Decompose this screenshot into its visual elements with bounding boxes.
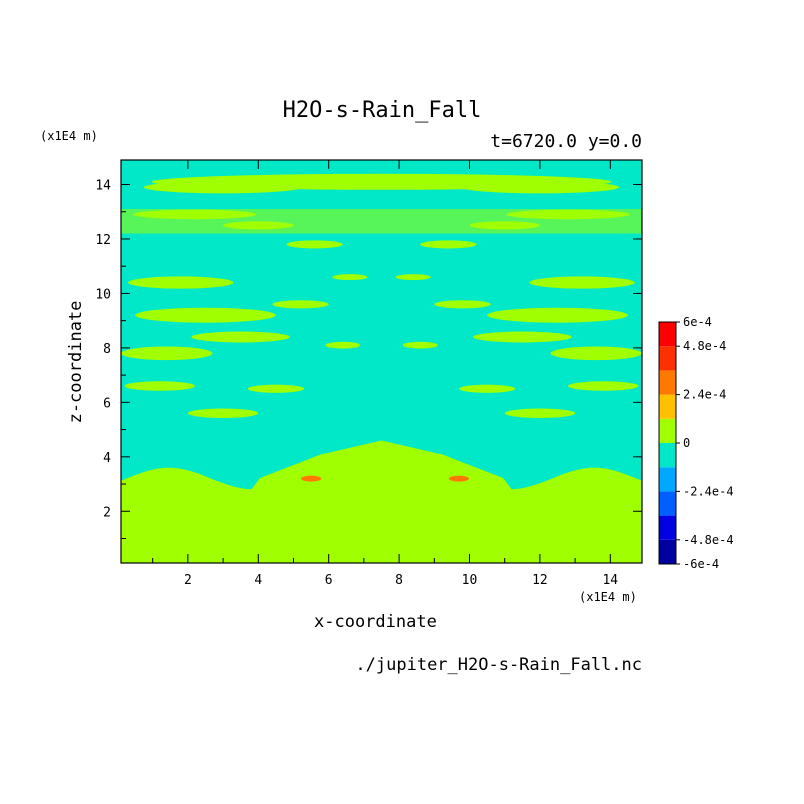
colorbar-label-5: -4.8e-4 bbox=[683, 533, 734, 547]
x-tick-label-0: 2 bbox=[184, 573, 192, 588]
positive-band-3-0 bbox=[135, 307, 276, 323]
positive-band-9-1 bbox=[434, 300, 491, 309]
positive-band-upper bbox=[121, 209, 642, 234]
positive-band-6-0 bbox=[124, 381, 195, 391]
positive-band-3-1 bbox=[487, 307, 628, 323]
positive-region-lower bbox=[121, 440, 642, 563]
positive-band-4-0 bbox=[121, 346, 213, 361]
y-tick-label-6: 14 bbox=[95, 179, 111, 194]
colorbar-cell-7 bbox=[659, 370, 676, 395]
colorbar-label-1: 4.8e-4 bbox=[683, 339, 726, 353]
positive-band-10-1 bbox=[420, 240, 477, 249]
x-axis-label: x-coordinate bbox=[314, 612, 437, 632]
source-filename: ./jupiter_H2O-s-Rain_Fall.nc bbox=[355, 655, 642, 675]
colorbar-cell-2 bbox=[659, 491, 676, 516]
colorbar-label-6: -6e-4 bbox=[683, 557, 719, 571]
y-tick-label-4: 10 bbox=[95, 287, 111, 302]
plot-frame bbox=[120, 159, 643, 564]
y-tick-label-1: 4 bbox=[103, 451, 111, 466]
positive-band-8-1 bbox=[458, 384, 516, 393]
positive-band-13-0 bbox=[332, 274, 368, 281]
x-axis-ticks: 2 4 6 8 10 12 14 bbox=[152, 160, 618, 588]
positive-band-7-1 bbox=[504, 408, 576, 419]
colorbar-cell-8 bbox=[659, 346, 676, 371]
colorbar-label-2: 2.4e-4 bbox=[683, 388, 726, 402]
colorbar-cell-4 bbox=[659, 443, 676, 468]
y-tick-label-3: 8 bbox=[103, 342, 111, 357]
positive-band-9-0 bbox=[272, 300, 329, 309]
positive-band-13-1 bbox=[395, 274, 431, 281]
x-tick-label-2: 6 bbox=[325, 573, 333, 588]
positive-band-2-0 bbox=[128, 276, 234, 289]
positive-band-6-1 bbox=[568, 381, 639, 391]
positive-band-top bbox=[151, 173, 612, 190]
colorbar-cell-9 bbox=[659, 322, 676, 347]
colorbar-label-3: 0 bbox=[683, 436, 690, 450]
positive-band-5-0 bbox=[191, 331, 290, 343]
x-tick-label-6: 14 bbox=[602, 573, 618, 588]
x-tick-label-1: 4 bbox=[254, 573, 262, 588]
positive-band-8-0 bbox=[247, 384, 305, 393]
x-tick-label-3: 8 bbox=[395, 573, 403, 588]
x-tick-label-5: 12 bbox=[532, 573, 548, 588]
y-tick-label-2: 6 bbox=[103, 396, 111, 411]
x-axis-unit: (x1E4 m) bbox=[579, 590, 637, 604]
positive-band-12-0 bbox=[325, 341, 361, 349]
x-tick-label-4: 10 bbox=[462, 573, 478, 588]
colorbar-cell-3 bbox=[659, 467, 676, 492]
colorbar-cell-1 bbox=[659, 515, 676, 540]
chart-title: H2O-s-Rain_Fall bbox=[282, 98, 482, 123]
colorbar: 6e-4 4.8e-4 2.4e-4 0 -2.4e-4 -4.8e-4 -6e-4 bbox=[658, 315, 734, 571]
positive-band-12-1 bbox=[402, 341, 438, 349]
y-axis-unit: (x1E4 m) bbox=[40, 129, 98, 143]
positive-band-2-1 bbox=[529, 276, 635, 289]
chart-subtitle: t=6720.0 y=0.0 bbox=[490, 131, 642, 152]
hot-spot-0 bbox=[301, 475, 322, 482]
positive-band-5-1 bbox=[473, 331, 572, 343]
colorbar-label-0: 6e-4 bbox=[683, 315, 712, 329]
y-axis-ticks: 2 4 6 8 10 12 14 bbox=[95, 179, 642, 539]
colorbar-cell-6 bbox=[659, 394, 676, 419]
y-tick-label-0: 2 bbox=[103, 505, 111, 520]
contour-field bbox=[121, 160, 642, 563]
positive-band-10-0 bbox=[286, 240, 343, 249]
positive-band-4-1 bbox=[550, 346, 642, 361]
hot-spot-1 bbox=[448, 475, 469, 482]
colorbar-cell-0 bbox=[659, 539, 676, 564]
positive-band-7-0 bbox=[187, 408, 259, 419]
y-tick-label-5: 12 bbox=[95, 233, 111, 248]
colorbar-cell-5 bbox=[659, 418, 676, 443]
colorbar-label-4: -2.4e-4 bbox=[683, 484, 734, 498]
